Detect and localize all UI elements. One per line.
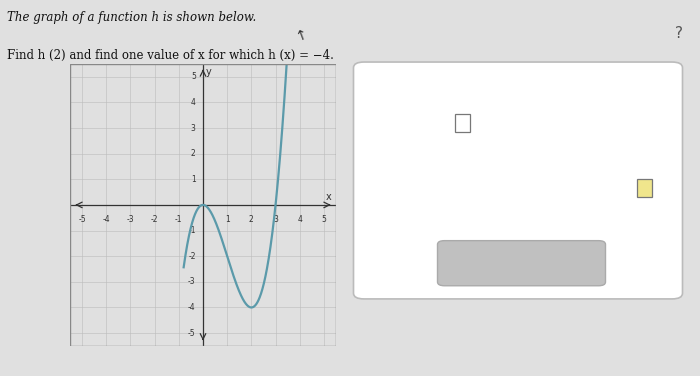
Text: 5: 5: [321, 215, 326, 224]
Text: (b): (b): [382, 182, 399, 194]
Text: x: x: [326, 192, 332, 202]
Text: -4: -4: [102, 215, 110, 224]
Text: -5: -5: [188, 329, 196, 338]
Text: 4: 4: [298, 215, 302, 224]
Text: The graph of a function h is shown below.: The graph of a function h is shown below…: [7, 11, 256, 24]
Text: -3: -3: [127, 215, 134, 224]
Text: Find h (2) and find one value of x for which h (x) = −4.: Find h (2) and find one value of x for w…: [7, 49, 334, 62]
Text: 1: 1: [225, 215, 230, 224]
Text: -2: -2: [151, 215, 158, 224]
Text: One value of x for which h (x) = −4 :: One value of x for which h (x) = −4 :: [410, 182, 640, 194]
Text: 4: 4: [191, 98, 196, 107]
Text: 3: 3: [191, 123, 196, 132]
Text: 2: 2: [249, 215, 253, 224]
Text: 2: 2: [191, 149, 196, 158]
Text: -1: -1: [175, 215, 183, 224]
Text: ↑: ↑: [293, 26, 309, 44]
Text: -3: -3: [188, 277, 196, 287]
Text: 3: 3: [273, 215, 278, 224]
Text: ×: ×: [487, 256, 500, 271]
Text: ↺: ↺: [543, 256, 556, 271]
Text: (a): (a): [382, 114, 399, 127]
Text: 5: 5: [191, 72, 196, 81]
Text: -4: -4: [188, 303, 196, 312]
Text: -1: -1: [188, 226, 196, 235]
Text: -2: -2: [188, 252, 196, 261]
Text: y: y: [206, 67, 212, 77]
Text: 1: 1: [191, 175, 196, 184]
Text: ?: ?: [675, 26, 682, 41]
Text: h (2) =: h (2) =: [410, 114, 454, 127]
Text: -5: -5: [78, 215, 86, 224]
